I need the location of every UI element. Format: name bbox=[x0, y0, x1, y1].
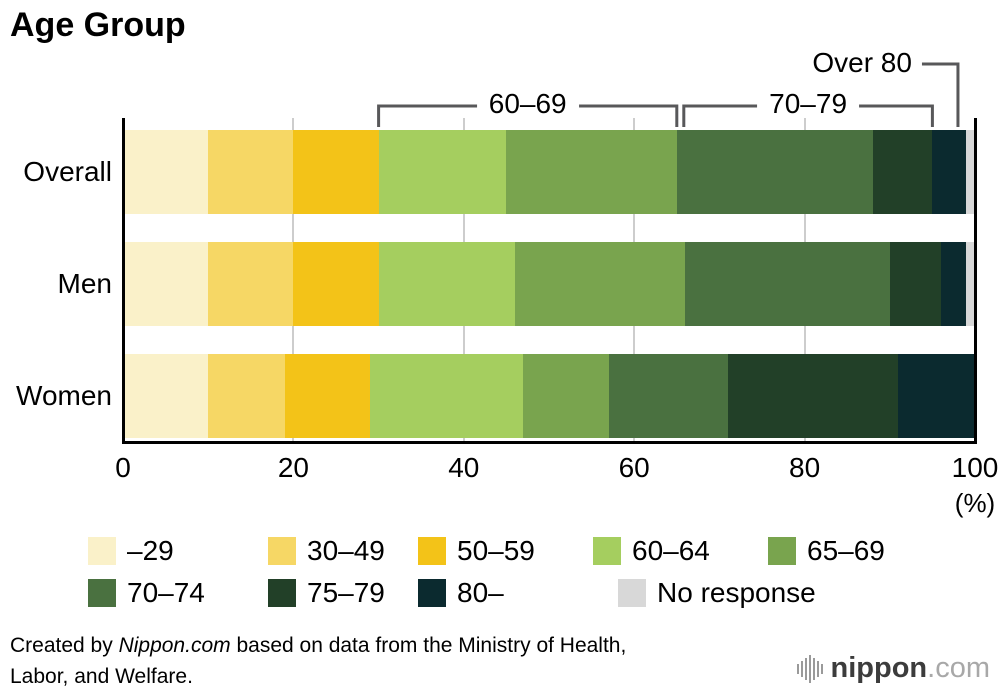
bar-segment-30–49 bbox=[208, 354, 285, 438]
bar-segment-75–79 bbox=[727, 354, 899, 438]
source-brand-name: Nippon.com bbox=[118, 634, 231, 657]
row-label-men: Men bbox=[57, 268, 112, 299]
bar-segment-80– bbox=[932, 130, 967, 214]
logo-text-com: .com bbox=[927, 652, 990, 684]
legend-label: 75–79 bbox=[307, 577, 385, 608]
legend-label: 65–69 bbox=[807, 535, 885, 566]
legend-label: 60–64 bbox=[632, 535, 710, 566]
bar-segment-70–74 bbox=[685, 242, 890, 326]
legend-swatch bbox=[268, 537, 296, 565]
legend-swatch bbox=[88, 537, 116, 565]
bar-segment-30–49 bbox=[208, 242, 294, 326]
bar-segment-65–69 bbox=[523, 354, 609, 438]
chart-title: Age Group bbox=[10, 6, 186, 44]
legend-item: 75–79 bbox=[268, 577, 418, 609]
legend-label: 70–74 bbox=[127, 577, 205, 608]
legend-item: –29 bbox=[88, 535, 268, 567]
x-axis-line bbox=[122, 441, 976, 444]
legend-swatch bbox=[618, 579, 646, 607]
bar-men bbox=[123, 242, 975, 326]
legend-item: 80– bbox=[418, 577, 618, 609]
x-tick-20: 20 bbox=[277, 452, 309, 483]
bar-segment-–29 bbox=[123, 354, 209, 438]
bar-segment-65–69 bbox=[514, 242, 686, 326]
legend-label: –29 bbox=[127, 535, 174, 566]
bar-segment-60–64 bbox=[370, 354, 524, 438]
x-axis-unit-label: (%) bbox=[954, 488, 996, 518]
bar-overall bbox=[123, 130, 975, 214]
legend: –29 30–49 50–59 60–64 65–69 70–74 75–79 80– No r… bbox=[88, 530, 885, 614]
bar-segment-65–69 bbox=[506, 130, 677, 214]
legend-item: 50–59 bbox=[418, 535, 593, 567]
legend-label: 50–59 bbox=[457, 535, 535, 566]
bar-segment-50–59 bbox=[284, 354, 371, 438]
legend-row: 70–74 75–79 80– No response bbox=[88, 572, 885, 614]
bar-segment-60–64 bbox=[378, 242, 515, 326]
legend-swatch bbox=[88, 579, 116, 607]
legend-swatch bbox=[418, 579, 446, 607]
bar-segment-30–49 bbox=[208, 130, 294, 214]
bar-segment-80– bbox=[898, 354, 975, 438]
legend-swatch bbox=[268, 579, 296, 607]
nippon-logo-icon bbox=[796, 654, 823, 683]
nippon-logo: nippon .com bbox=[796, 652, 990, 685]
y-axis-line bbox=[122, 118, 125, 444]
bar-segment-No response bbox=[966, 242, 975, 326]
bar-segment-70–74 bbox=[608, 354, 728, 438]
x-tick-0: 0 bbox=[115, 452, 131, 483]
legend-item: 60–64 bbox=[593, 535, 768, 567]
bar-segment-–29 bbox=[123, 242, 209, 326]
x-tick-100: 100 bbox=[951, 452, 999, 483]
legend-swatch bbox=[593, 537, 621, 565]
bar-segment-50–59 bbox=[293, 242, 379, 326]
source-note: Created by Nippon.com based on data from… bbox=[10, 630, 690, 692]
legend-swatch bbox=[768, 537, 796, 565]
plot-area bbox=[122, 118, 977, 444]
right-border-line bbox=[974, 118, 977, 444]
bar-segment-75–79 bbox=[872, 130, 933, 214]
row-label-overall: Overall bbox=[23, 156, 112, 187]
source-text: based on data from the Ministry of Healt… bbox=[10, 634, 627, 688]
x-tick-40: 40 bbox=[448, 452, 480, 483]
bar-segment-75–79 bbox=[889, 242, 941, 326]
bar-segment-50–59 bbox=[293, 130, 379, 214]
legend-label: 30–49 bbox=[307, 535, 385, 566]
bar-segment-No response bbox=[966, 130, 975, 214]
legend-label: 80– bbox=[457, 577, 504, 608]
bar-segment-70–74 bbox=[676, 130, 873, 214]
legend-label: No response bbox=[657, 577, 816, 608]
legend-row: –29 30–49 50–59 60–64 65–69 bbox=[88, 530, 885, 572]
bracket-label: 70–79 bbox=[757, 88, 860, 120]
legend-item: 30–49 bbox=[268, 535, 418, 567]
x-axis-ticks: 0 20 40 60 80 100 bbox=[115, 452, 998, 486]
x-tick-80: 80 bbox=[789, 452, 821, 483]
row-label-women: Women bbox=[16, 380, 112, 411]
bracket-label: Over 80 bbox=[806, 47, 918, 79]
legend-item: 70–74 bbox=[88, 577, 268, 609]
bar-segment-80– bbox=[940, 242, 967, 326]
bar-segment-60–64 bbox=[378, 130, 507, 214]
bar-segment-–29 bbox=[123, 130, 209, 214]
bracket-label: 60–69 bbox=[476, 88, 579, 120]
logo-text-nippon: nippon bbox=[830, 652, 928, 684]
x-tick-60: 60 bbox=[618, 452, 650, 483]
legend-item: 65–69 bbox=[768, 535, 885, 567]
legend-swatch bbox=[418, 537, 446, 565]
source-text: Created by bbox=[10, 634, 119, 657]
bar-women bbox=[123, 354, 975, 438]
legend-item: No response bbox=[618, 577, 816, 609]
